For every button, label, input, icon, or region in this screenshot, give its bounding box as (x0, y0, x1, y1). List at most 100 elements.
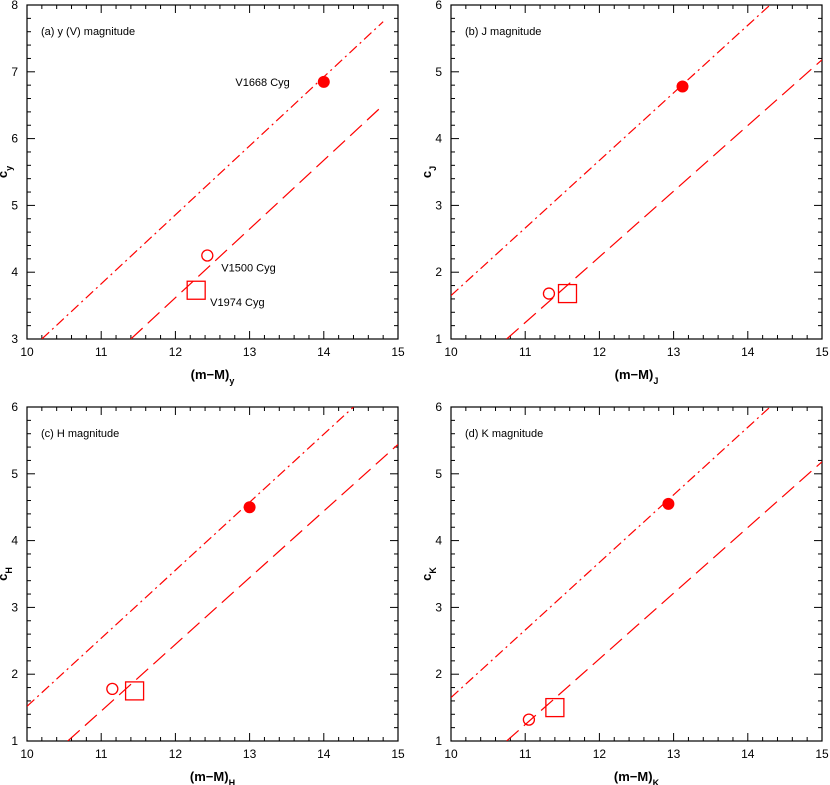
y-tick-label: 5 (435, 65, 442, 79)
x-axis-title-main: (m−M) (615, 367, 654, 382)
x-tick-label: 10 (444, 345, 458, 359)
y-tick-label: 4 (11, 534, 18, 548)
x-tick-label: 12 (593, 747, 607, 761)
x-axis-title-main: (m−M) (191, 367, 230, 382)
y-tick-label: 6 (11, 132, 18, 146)
y-tick-label: 5 (435, 467, 442, 481)
x-tick-label: 11 (519, 747, 532, 761)
panel-label: (d) K magnitude (465, 428, 543, 440)
dashed-line (506, 59, 822, 339)
x-tick-label: 12 (169, 747, 183, 761)
x-axis-title-sub: J (653, 376, 658, 386)
data-point-open-circle (522, 713, 536, 726)
y-tick-label: 2 (435, 667, 442, 681)
y-axis-title: cJ (419, 166, 438, 178)
y-tick-label: 1 (435, 332, 442, 346)
x-tick-label: 13 (243, 345, 257, 359)
data-point-open-square (186, 280, 206, 300)
dash-dot-line (451, 5, 771, 297)
dash-dot-line (41, 21, 384, 339)
y-tick-label: 3 (435, 600, 442, 614)
x-tick-label: 14 (741, 747, 755, 761)
x-tick-label: 11 (95, 345, 108, 359)
dash-dot-line (451, 407, 771, 699)
x-tick-label: 15 (815, 345, 829, 359)
y-tick-label: 5 (11, 198, 18, 212)
data-point-open-circle (201, 249, 214, 262)
y-axis-title: cH (0, 567, 14, 581)
y-tick-label: 2 (435, 265, 442, 279)
data-point-open-square (557, 283, 578, 304)
x-tick-label: 13 (667, 747, 681, 761)
y-axis-title: cK (419, 567, 438, 581)
y-tick-label: 4 (435, 534, 442, 548)
dash-dot-line (27, 407, 354, 707)
x-tick-label: 13 (667, 345, 681, 359)
y-tick-label: 6 (435, 0, 442, 12)
fit-lines (451, 5, 822, 339)
plot-frame (450, 4, 823, 340)
data-point-open-square (545, 697, 565, 718)
x-axis-title-sub: y (229, 376, 234, 386)
x-tick-label: 15 (391, 345, 405, 359)
x-axis-title: (m−M)y (191, 367, 235, 386)
dashed-line (67, 443, 398, 741)
y-axis-title-sub: y (4, 166, 14, 171)
data-point-open-circle (106, 682, 119, 696)
y-tick-label: 5 (11, 467, 18, 481)
y-tick-label: 1 (11, 734, 18, 748)
plot-frame (26, 406, 399, 742)
y-tick-label: 6 (11, 400, 18, 414)
y-tick-label: 4 (11, 265, 18, 279)
plot-frame (450, 406, 823, 742)
x-tick-label: 13 (243, 747, 257, 761)
fit-lines (451, 407, 822, 741)
y-tick-label: 3 (435, 198, 442, 212)
y-tick-label: 2 (11, 667, 18, 681)
x-tick-label: 14 (317, 747, 331, 761)
panel-label: (a) y (V) magnitude (41, 26, 135, 38)
x-tick-label: 14 (741, 345, 755, 359)
x-axis-title-main: (m−M) (190, 769, 229, 784)
y-axis-title-sub: H (4, 567, 14, 574)
data-point-filled-circle (662, 497, 675, 510)
y-axis-title-main: c (0, 171, 10, 178)
data-point-filled-circle (317, 75, 330, 88)
data-point-filled-circle (243, 501, 256, 514)
y-tick-label: 3 (11, 600, 18, 614)
data-point-filled-circle (676, 80, 689, 93)
y-tick-label: 6 (435, 400, 442, 414)
panel-label: (b) J magnitude (465, 26, 541, 38)
x-tick-label: 10 (444, 747, 458, 761)
x-tick-label: 10 (20, 345, 34, 359)
x-tick-label: 11 (519, 345, 532, 359)
y-axis-title-main: c (419, 171, 434, 178)
x-axis-title-main: (m−M) (614, 769, 653, 784)
plot-frame (26, 4, 399, 340)
point-label: V1668 Cyg (235, 77, 289, 89)
x-tick-label: 14 (317, 345, 331, 359)
y-tick-label: 7 (11, 65, 18, 79)
y-tick-label: 1 (435, 734, 442, 748)
x-tick-label: 10 (20, 747, 34, 761)
y-tick-label: 3 (11, 332, 18, 346)
data-point-open-square (124, 681, 145, 701)
x-axis-title-sub: H (229, 778, 236, 785)
x-tick-label: 15 (391, 747, 405, 761)
x-tick-label: 12 (593, 345, 607, 359)
dashed-line (506, 461, 822, 741)
y-axis-title-main: c (419, 574, 434, 581)
y-axis-title: cy (0, 166, 14, 178)
point-label: V1974 Cyg (210, 297, 264, 309)
y-tick-label: 4 (435, 132, 442, 146)
y-axis-title-sub: J (428, 166, 438, 171)
dashed-line (130, 104, 384, 339)
fit-lines (41, 21, 384, 339)
x-axis-title: (m−M)J (615, 367, 659, 386)
x-tick-label: 15 (815, 747, 829, 761)
y-axis-title-main: c (0, 574, 10, 581)
